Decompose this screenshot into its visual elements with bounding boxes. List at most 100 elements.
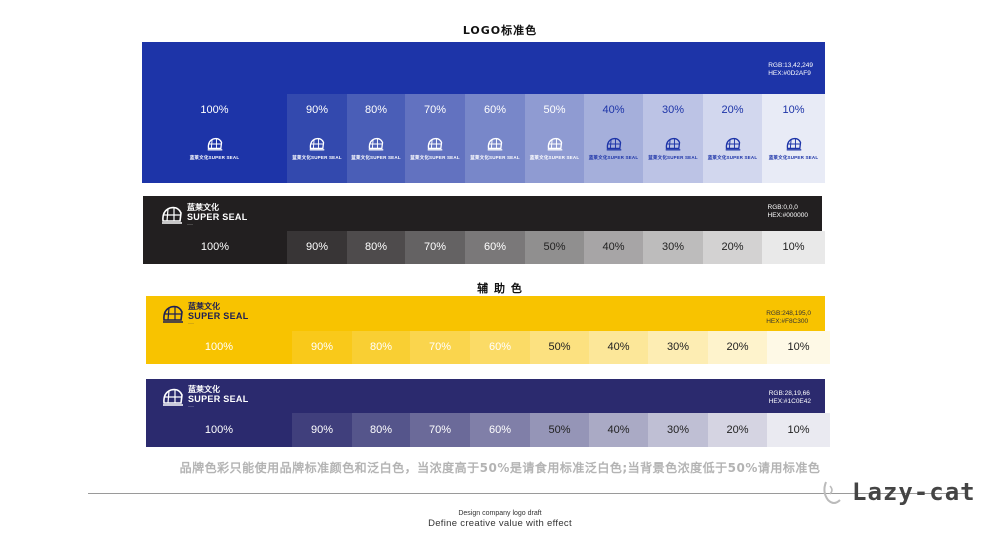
swatch-percent-label: 90%	[305, 241, 329, 253]
navy-swatch-6: 50%	[530, 413, 589, 447]
yellow-tint-strip: 100% 90% 80% 70% 60% 50% 40% 30% 20% 10%	[146, 331, 830, 364]
swatch-percent-label: 60%	[483, 104, 507, 116]
primary-color-title: LOGO标准色	[462, 24, 538, 37]
swatch-logo-label: 蓝莱文化SUPER SEAL	[707, 155, 758, 160]
blue-swatch-2: 90% 蓝莱文化SUPER SEAL	[287, 94, 347, 183]
yellow-brand-logo: 蓝莱文化 SUPER SEAL ——	[162, 302, 249, 325]
navy-brand-logo: 蓝莱文化 SUPER SEAL ——	[162, 385, 249, 408]
navy-swatch-4: 70%	[410, 413, 470, 447]
seal-logo-icon	[163, 305, 183, 323]
yellow-color-codes: RGB:248,195,0 HEX:#F8C300	[766, 310, 811, 326]
black-swatch-8: 30%	[643, 231, 703, 264]
blue-swatch-4: 70% 蓝莱文化SUPER SEAL	[405, 94, 465, 183]
navy-color-codes: RGB:28,19,66 HEX:#1C0E42	[769, 390, 811, 406]
brand-english-name: SUPER SEAL	[188, 311, 249, 321]
yellow-swatch-1: 100%	[146, 331, 292, 364]
navy-color-panel: 蓝莱文化 SUPER SEAL —— RGB:28,19,66 HEX:#1C0…	[146, 379, 825, 413]
black-swatch-7: 40%	[584, 231, 643, 264]
swatch-percent-label: 80%	[369, 424, 393, 436]
swatch-percent-label: 20%	[721, 241, 744, 253]
secondary-color-title: 辅 助 色	[477, 282, 523, 295]
blue-swatch-8: 30% 蓝莱文化SUPER SEAL	[643, 94, 703, 183]
seal-logo-icon	[207, 137, 222, 151]
black-swatch-10: 10%	[762, 231, 825, 264]
brand-english-name: SUPER SEAL	[187, 212, 248, 222]
seal-logo-icon	[487, 137, 503, 151]
yellow-swatch-10: 10%	[767, 331, 830, 364]
swatch-percent-label: 90%	[305, 104, 329, 116]
swatch-percent-label: 50%	[548, 341, 571, 353]
swatch-percent-label: 10%	[787, 341, 810, 353]
yellow-hex-value: HEX:#F8C300	[766, 318, 809, 325]
watermark: Lazy-cat	[820, 478, 976, 506]
navy-swatch-5: 60%	[470, 413, 530, 447]
brand-tagline: ——	[187, 222, 193, 226]
swatch-percent-label: 50%	[543, 104, 566, 116]
black-color-codes: RGB:0,0,0 HEX:#000000	[768, 204, 808, 220]
swatch-percent-label: 90%	[310, 341, 334, 353]
cat-logo-icon	[823, 481, 841, 504]
yellow-swatch-9: 20%	[708, 331, 767, 364]
swatch-percent-label: 100%	[204, 341, 234, 353]
usage-note: 品牌色彩只能使用品牌标准颜色和泛白色，当浓度高于50%是请食用标准泛白色;当背景…	[179, 461, 821, 475]
swatch-logo-label: 蓝莱文化SUPER SEAL	[351, 155, 401, 160]
yellow-swatch-5: 60%	[470, 331, 530, 364]
yellow-swatch-8: 30%	[648, 331, 708, 364]
swatch-percent-label: 10%	[782, 241, 805, 253]
yellow-color-panel: 蓝莱文化 SUPER SEAL —— RGB:248,195,0 HEX:#F8…	[146, 296, 825, 331]
swatch-logo: 蓝莱文化SUPER SEAL	[584, 136, 643, 161]
swatch-percent-label: 40%	[602, 241, 625, 253]
black-swatch-2: 90%	[287, 231, 347, 264]
seal-logo-icon	[368, 137, 384, 151]
black-swatch-1: 100%	[143, 231, 287, 264]
swatch-percent-label: 70%	[428, 341, 452, 353]
brand-chinese-name: 蓝莱文化	[188, 302, 220, 311]
black-swatch-9: 20%	[703, 231, 762, 264]
swatch-logo: 蓝莱文化SUPER SEAL	[762, 136, 825, 161]
navy-swatch-10: 10%	[767, 413, 830, 447]
blue-swatch-5: 60% 蓝莱文化SUPER SEAL	[465, 94, 525, 183]
blue-color-codes: RGB:13,42,249 HEX:#0D2AF9	[768, 62, 813, 78]
swatch-percent-label: 20%	[726, 341, 749, 353]
navy-swatch-3: 80%	[352, 413, 410, 447]
blue-swatch-7: 40% 蓝莱文化SUPER SEAL	[584, 94, 643, 183]
swatch-percent-label: 90%	[310, 424, 334, 436]
swatch-logo-label: 蓝莱文化SUPER SEAL	[470, 155, 520, 160]
seal-logo-icon	[427, 137, 443, 151]
swatch-logo-label: 蓝莱文化SUPER SEAL	[768, 155, 819, 160]
black-rgb-value: RGB:0,0,0	[767, 204, 798, 211]
yellow-swatch-7: 40%	[589, 331, 648, 364]
swatch-percent-label: 20%	[726, 424, 749, 436]
yellow-rgb-value: RGB:248,195,0	[766, 310, 811, 317]
seal-logo-icon	[163, 388, 183, 406]
navy-hex-value: HEX:#1C0E42	[768, 398, 811, 405]
navy-swatch-8: 30%	[648, 413, 708, 447]
black-tint-strip: 100% 90% 80% 70% 60% 50% 40% 30% 20% 10%	[143, 231, 825, 264]
swatch-percent-label: 100%	[204, 424, 234, 436]
black-brand-logo: 蓝莱文化 SUPER SEAL ——	[161, 203, 248, 226]
brand-english-name: SUPER SEAL	[188, 394, 249, 404]
swatch-percent-label: 70%	[423, 104, 447, 116]
navy-swatch-2: 90%	[292, 413, 352, 447]
footer-line-1: Design company logo draft	[458, 510, 542, 517]
swatch-logo-label: 蓝莱文化SUPER SEAL	[410, 155, 460, 160]
swatch-percent-label: 20%	[721, 104, 744, 116]
swatch-logo: 蓝莱文化SUPER SEAL	[465, 136, 525, 161]
swatch-percent-label: 50%	[543, 241, 566, 253]
black-color-panel: 蓝莱文化 SUPER SEAL —— RGB:0,0,0 HEX:#000000	[143, 196, 822, 231]
brand-tagline: ——	[188, 321, 194, 325]
swatch-percent-label: 100%	[200, 104, 229, 116]
swatch-percent-label: 40%	[607, 341, 630, 353]
blue-hex-value: HEX:#0D2AF9	[768, 70, 811, 77]
seal-logo-icon	[786, 137, 801, 151]
swatch-percent-label: 80%	[364, 241, 388, 253]
swatch-percent-label: 50%	[548, 424, 571, 436]
seal-logo-icon	[309, 137, 325, 151]
yellow-swatch-4: 70%	[410, 331, 470, 364]
seal-logo-icon	[665, 137, 681, 151]
navy-tint-strip: 100% 90% 80% 70% 60% 50% 40% 30% 20% 10%	[146, 413, 830, 447]
yellow-swatch-2: 90%	[292, 331, 352, 364]
swatch-logo: 蓝莱文化SUPER SEAL	[347, 136, 405, 161]
black-hex-value: HEX:#000000	[767, 212, 808, 219]
swatch-percent-label: 40%	[602, 104, 625, 116]
